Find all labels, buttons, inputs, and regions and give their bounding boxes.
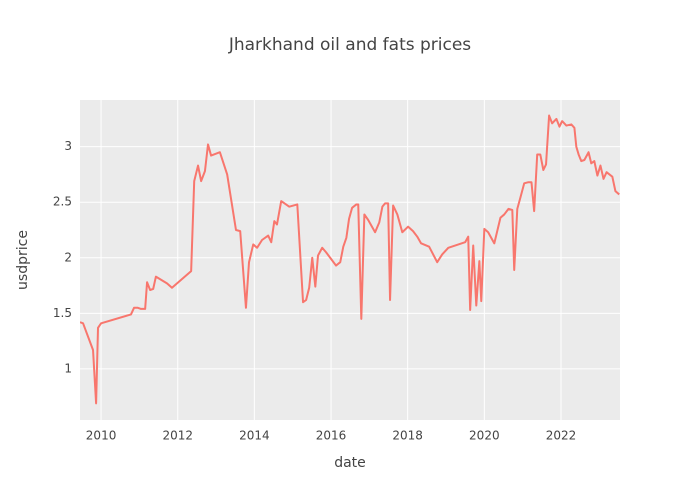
y-tick-label: 3: [64, 139, 72, 153]
x-axis-title: date: [334, 455, 366, 471]
y-tick-label: 1: [64, 361, 72, 375]
y-tick-label: 1.5: [53, 306, 72, 320]
x-tick-label: 2022: [546, 429, 577, 443]
y-tick-label: 2.5: [53, 195, 72, 209]
x-tick-label: 2010: [86, 429, 117, 443]
line-series: [80, 114, 620, 405]
chart-title: Jharkhand oil and fats prices: [228, 35, 471, 55]
x-tick-label: 2014: [239, 429, 270, 443]
y-axis-title: usdprice: [15, 230, 31, 290]
y-tick-label: 2: [64, 250, 72, 264]
x-tick-label: 2018: [392, 429, 423, 443]
plot-area: [80, 100, 620, 420]
x-tick-label: 2016: [316, 429, 347, 443]
x-tick-label: 2020: [469, 429, 500, 443]
x-tick-label: 2012: [162, 429, 193, 443]
